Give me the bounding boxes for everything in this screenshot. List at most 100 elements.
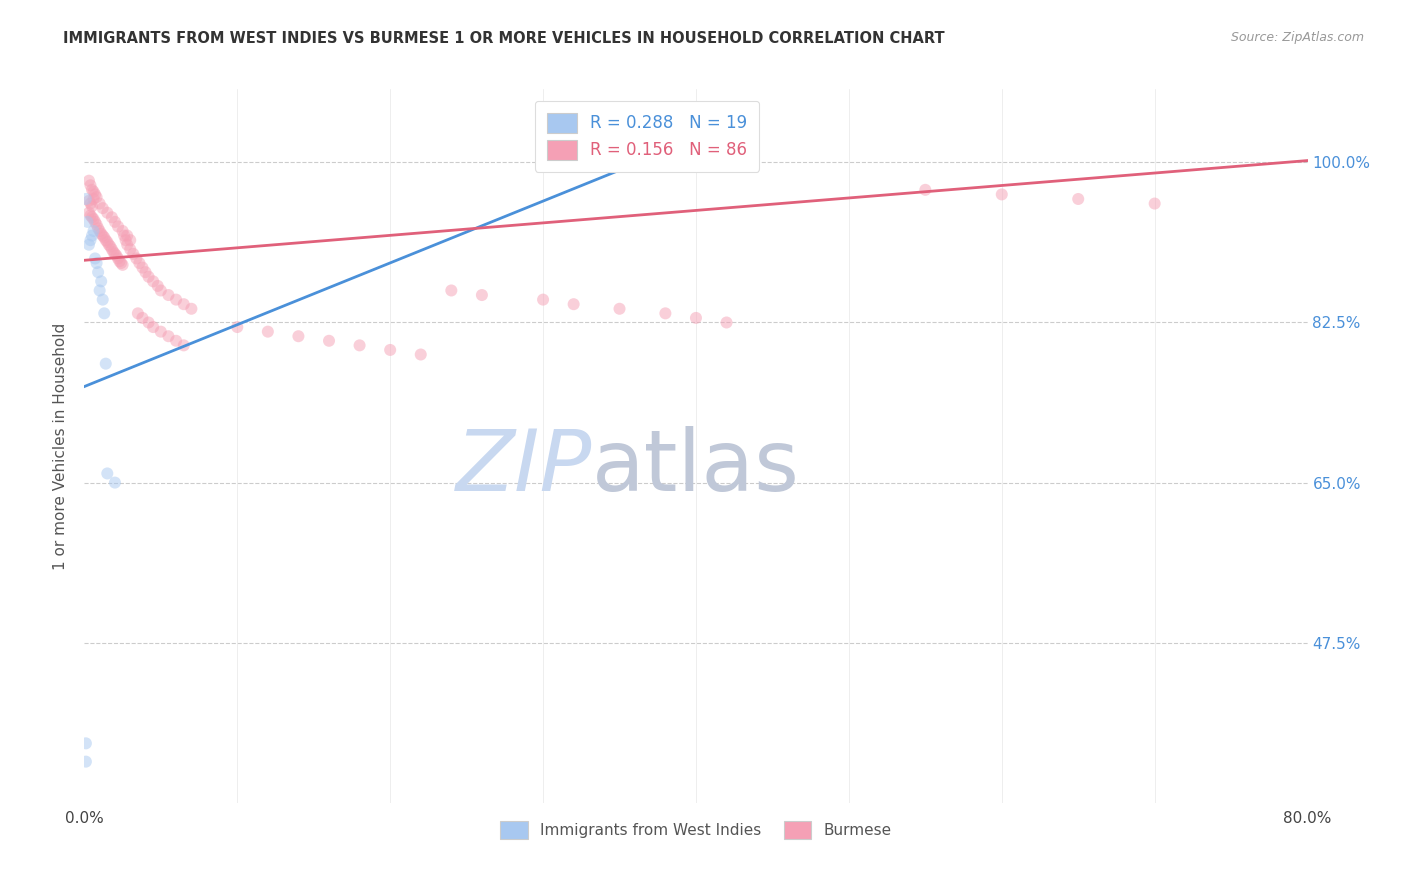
Point	[127, 306, 149, 320]
Point	[89, 196, 111, 211]
Point	[83, 192, 105, 206]
Point	[135, 265, 157, 279]
Point	[716, 316, 738, 330]
Point	[287, 329, 309, 343]
Point	[96, 235, 118, 249]
Text: atlas: atlas	[592, 425, 800, 509]
Point	[87, 221, 110, 235]
Point	[1143, 196, 1166, 211]
Point	[131, 260, 153, 275]
Point	[226, 320, 249, 334]
Point	[80, 199, 103, 213]
Point	[96, 467, 118, 481]
Point	[110, 256, 132, 270]
Point	[77, 174, 100, 188]
Point	[914, 183, 936, 197]
Point	[91, 293, 114, 307]
Point	[75, 192, 97, 206]
Point	[84, 215, 107, 229]
Point	[86, 190, 108, 204]
Text: IMMIGRANTS FROM WEST INDIES VS BURMESE 1 OR MORE VEHICLES IN HOUSEHOLD CORRELATI: IMMIGRANTS FROM WEST INDIES VS BURMESE 1…	[63, 31, 945, 46]
Point	[83, 185, 105, 199]
Point	[685, 310, 707, 325]
Point	[149, 325, 172, 339]
Point	[86, 256, 108, 270]
Point	[75, 755, 97, 769]
Point	[131, 310, 153, 325]
Point	[125, 252, 148, 266]
Point	[562, 297, 585, 311]
Point	[80, 228, 103, 243]
Point	[105, 249, 128, 263]
Point	[173, 297, 195, 311]
Point	[94, 233, 117, 247]
Point	[149, 284, 172, 298]
Point	[108, 254, 131, 268]
Point	[318, 334, 340, 348]
Point	[380, 343, 402, 357]
Point	[98, 239, 121, 253]
Point	[349, 338, 371, 352]
Point	[79, 178, 101, 193]
Point	[142, 320, 165, 334]
Point	[120, 242, 142, 256]
Point	[84, 252, 107, 266]
Point	[83, 224, 105, 238]
Point	[97, 237, 120, 252]
Point	[77, 205, 100, 219]
Point	[77, 194, 100, 208]
Point	[103, 245, 125, 260]
Point	[96, 205, 118, 219]
Point	[79, 196, 101, 211]
Text: ZIP: ZIP	[456, 425, 592, 509]
Point	[84, 187, 107, 202]
Point	[165, 334, 187, 348]
Point	[83, 212, 105, 227]
Point	[112, 228, 135, 243]
Point	[107, 219, 129, 234]
Point	[138, 316, 160, 330]
Point	[89, 224, 111, 238]
Point	[93, 230, 115, 244]
Point	[94, 357, 117, 371]
Point	[107, 252, 129, 266]
Point	[93, 306, 115, 320]
Point	[111, 258, 134, 272]
Point	[142, 274, 165, 288]
Point	[76, 215, 98, 229]
Point	[104, 215, 127, 229]
Point	[128, 256, 150, 270]
Y-axis label: 1 or more Vehicles in Household: 1 or more Vehicles in Household	[53, 322, 69, 570]
Point	[90, 227, 112, 241]
Point	[157, 329, 180, 343]
Text: Source: ZipAtlas.com: Source: ZipAtlas.com	[1230, 31, 1364, 45]
Point	[120, 233, 142, 247]
Point	[79, 209, 101, 223]
Point	[991, 187, 1014, 202]
Point	[90, 274, 112, 288]
Point	[531, 293, 554, 307]
Point	[89, 284, 111, 298]
Point	[180, 301, 202, 316]
Point	[138, 269, 160, 284]
Point	[101, 242, 124, 256]
Point	[165, 293, 187, 307]
Point	[1067, 192, 1090, 206]
Point	[87, 265, 110, 279]
Point	[91, 201, 114, 215]
Point	[146, 279, 169, 293]
Point	[91, 228, 114, 243]
Point	[79, 233, 101, 247]
Point	[440, 284, 463, 298]
Point	[122, 247, 145, 261]
Point	[80, 211, 103, 225]
Point	[115, 228, 138, 243]
Point	[75, 736, 97, 750]
Point	[654, 306, 676, 320]
Point	[86, 218, 108, 232]
Point	[173, 338, 195, 352]
Point	[77, 237, 100, 252]
Legend: Immigrants from West Indies, Burmese: Immigrants from West Indies, Burmese	[494, 815, 898, 845]
Point	[257, 325, 280, 339]
Point	[609, 301, 631, 316]
